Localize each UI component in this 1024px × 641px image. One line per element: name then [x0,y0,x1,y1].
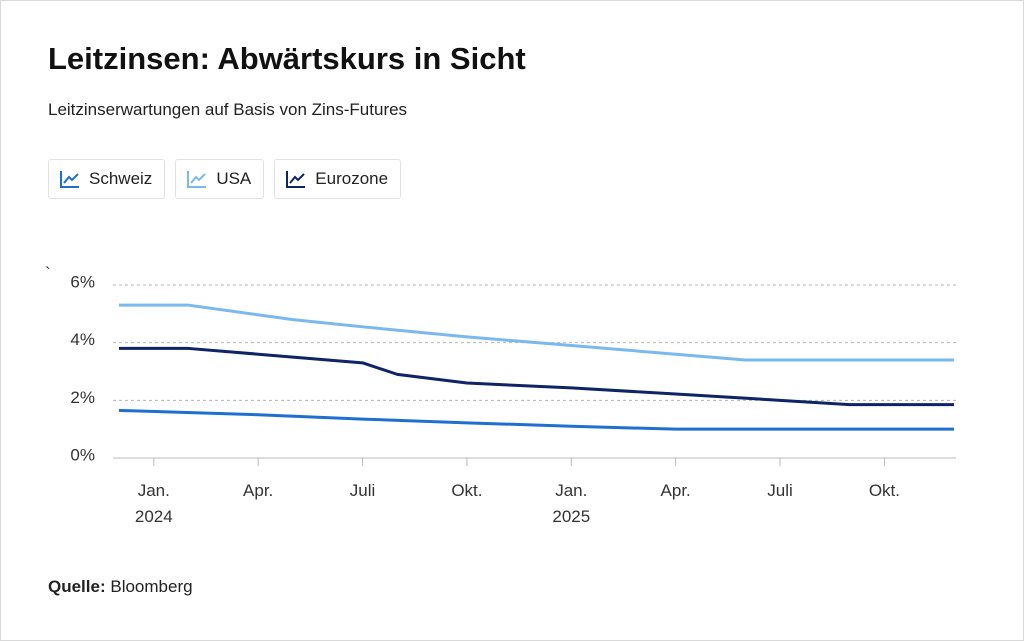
y-tick-label: 6% [70,272,95,291]
x-tick-label: Okt. [451,481,482,500]
x-tick-label: Jan. 2024 [135,481,173,526]
annotation: ` [45,264,51,283]
source-text: Bloomberg [110,577,193,596]
legend-icon [187,171,207,188]
chart-title: Leitzinsen: Abwärtskurs in Sicht [48,41,526,76]
source-label: Quelle: [48,577,106,596]
x-tick-label: Apr. [661,481,691,500]
chart-subtitle: Leitzinserwartungen auf Basis von Zins-F… [48,100,408,119]
source: Quelle: Bloomberg [48,577,193,597]
legend-icon [286,171,306,188]
legend-label: Schweiz [89,169,153,188]
legend-item[interactable]: Eurozone [274,159,402,199]
x-tick-label: Okt. [869,481,900,500]
y-tick-label: 4% [70,330,95,349]
y-tick-label: 0% [70,445,95,464]
x-tick-label: Juli [767,481,793,500]
x-tick-label: Juli [350,481,376,500]
series-line [119,303,954,362]
legend-item[interactable]: USA [175,159,265,199]
y-tick-label: 2% [70,388,95,407]
series-line [119,346,954,407]
x-tick-label: Apr. [243,481,273,500]
series-line [118,408,954,431]
legend-label: Eurozone [315,169,389,188]
legend-item[interactable]: Schweiz [48,159,166,199]
legend: Schweiz USA Eurozone [48,159,402,199]
legend-label: USA [216,169,252,188]
legend-icon [60,171,79,188]
x-tick-label: Jan. 2025 [552,481,590,526]
